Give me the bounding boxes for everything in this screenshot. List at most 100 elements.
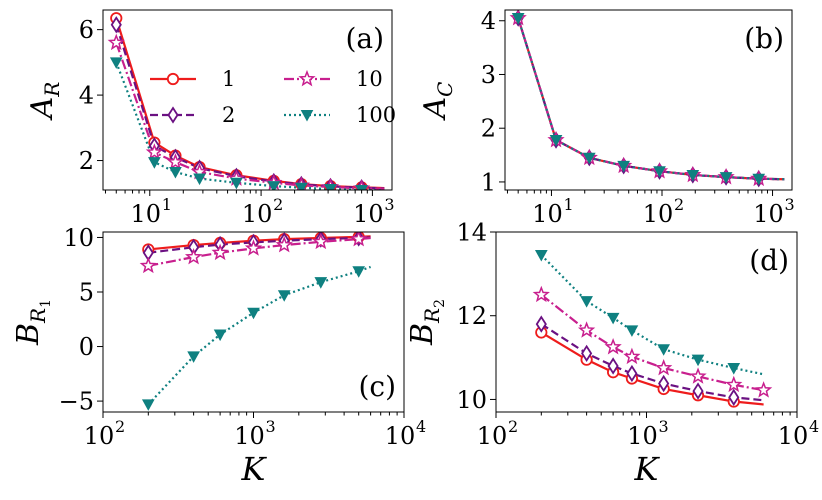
legend-marker-10	[298, 69, 316, 87]
data-point-10	[604, 338, 622, 355]
series-line-2	[540, 323, 764, 402]
series-line-1	[540, 331, 764, 406]
x-tick-exponent: 3	[384, 195, 394, 214]
data-point-100	[511, 13, 525, 25]
data-point-10	[166, 153, 185, 170]
legend-label: 2	[222, 103, 235, 127]
data-point-100	[580, 296, 593, 308]
series-line-10	[115, 42, 385, 190]
x-tick-label: 10	[753, 200, 784, 228]
data-point-100	[355, 185, 368, 190]
data-point-10	[145, 143, 164, 160]
data-point-10	[623, 347, 641, 365]
y-tick-label: 2	[481, 115, 496, 143]
series-group	[509, 10, 785, 188]
series-line-100	[147, 265, 371, 406]
y-tick-label: −5	[59, 388, 94, 416]
series-group	[139, 232, 371, 411]
series-line-100	[115, 61, 385, 190]
data-point-2	[626, 364, 638, 383]
axes-frame	[504, 9, 793, 191]
data-point-100	[247, 307, 260, 320]
data-point-10	[139, 256, 157, 274]
data-point-100	[719, 172, 733, 184]
data-point-2	[535, 315, 547, 333]
data-point-100	[277, 290, 291, 302]
data-point-2	[658, 374, 670, 393]
legend: 1 2 10 100	[150, 67, 396, 127]
series-line-100	[540, 254, 764, 376]
data-point-10	[312, 232, 330, 250]
y-tick-label: 6	[79, 16, 94, 44]
data-point-100	[582, 152, 596, 165]
panel-label: (a)	[345, 22, 384, 55]
x-tick-exponent: 4	[416, 417, 426, 436]
data-point-2	[728, 388, 740, 407]
axes-frame	[102, 9, 393, 191]
x-tick-exponent: 3	[785, 195, 795, 214]
data-point-10	[725, 375, 743, 393]
data-point-100	[352, 266, 366, 278]
data-point-100	[187, 351, 200, 363]
y-axis-label: AR	[25, 82, 64, 122]
x-tick-exponent: 2	[674, 195, 684, 214]
y-tick-label: 1	[481, 168, 496, 196]
data-point-10	[577, 321, 596, 338]
series-group	[107, 12, 385, 190]
y-axis-label: BR2	[405, 299, 448, 346]
data-point-100	[193, 173, 206, 186]
panel-label: (c)	[358, 370, 396, 403]
x-tick-label: 10	[385, 422, 416, 450]
legend-marker-1	[166, 72, 180, 86]
data-point-100	[727, 363, 741, 375]
y-tick-label: 12	[456, 302, 487, 330]
x-tick-exponent: 2	[115, 417, 125, 436]
y-tick-label: 4	[481, 7, 496, 35]
data-point-10	[275, 236, 293, 253]
data-point-100	[752, 173, 766, 186]
data-point-100	[691, 354, 705, 367]
data-point-100	[169, 167, 182, 179]
data-point-10	[532, 285, 550, 303]
y-tick-label: 3	[481, 61, 496, 89]
data-point-2	[581, 344, 593, 363]
data-point-100	[213, 329, 227, 342]
legend-label: 100	[356, 103, 396, 127]
x-tick-label: 10	[627, 422, 658, 450]
data-point-2	[692, 382, 704, 400]
data-point-10	[350, 232, 368, 247]
x-tick-label: 10	[84, 422, 115, 450]
series-line-10	[540, 293, 764, 392]
data-point-10	[754, 381, 773, 398]
y-tick-label: 10	[456, 386, 487, 414]
data-point-100	[230, 177, 243, 190]
data-point-100	[314, 277, 328, 289]
data-point-100	[686, 169, 700, 182]
x-tick-label: 10	[477, 422, 508, 450]
y-tick-label: 10	[63, 224, 94, 252]
x-tick-exponent: 3	[266, 417, 276, 436]
y-axis-label: AC	[418, 82, 457, 122]
legend-label: 10	[356, 67, 383, 91]
legend-marker-100	[300, 110, 314, 122]
y-tick-label: 5	[79, 279, 94, 307]
x-tick-exponent: 3	[659, 417, 669, 436]
x-tick-exponent: 1	[563, 195, 573, 214]
x-tick-label: 10	[532, 200, 563, 228]
data-point-100	[606, 312, 620, 325]
legend-marker-2	[167, 106, 179, 124]
x-axis-label: K	[241, 450, 268, 488]
x-tick-exponent: 2	[508, 417, 518, 436]
panel-label: (b)	[744, 22, 784, 55]
x-tick-exponent: 2	[273, 195, 283, 214]
x-tick-exponent: 4	[809, 417, 819, 436]
y-axis-label: BR1	[11, 299, 54, 346]
x-tick-label: 10	[778, 422, 809, 450]
series-group	[532, 250, 773, 408]
data-point-2	[607, 357, 619, 375]
